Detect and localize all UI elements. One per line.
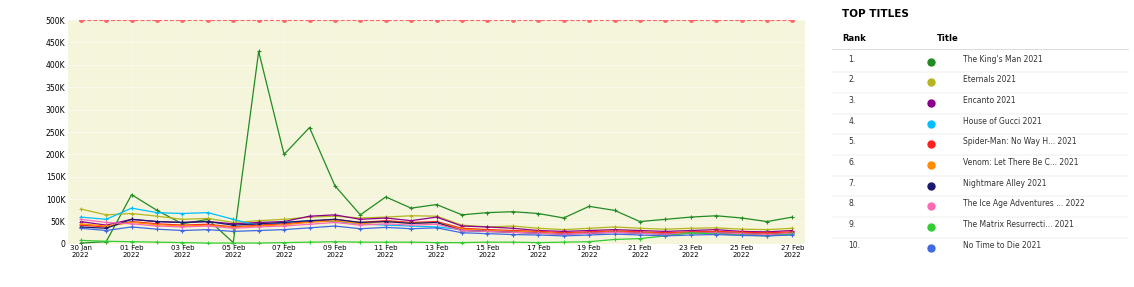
Text: 1.: 1. [848, 55, 855, 63]
Text: Nightmare Alley 2021: Nightmare Alley 2021 [963, 179, 1046, 187]
Text: 10.: 10. [848, 241, 861, 249]
Text: No Time to Die 2021: No Time to Die 2021 [963, 241, 1041, 249]
Text: Spider-Man: No Way H... 2021: Spider-Man: No Way H... 2021 [963, 137, 1076, 146]
Text: 4.: 4. [848, 117, 855, 125]
Text: 2.: 2. [848, 75, 855, 84]
Text: The Ice Age Adventures ... 2022: The Ice Age Adventures ... 2022 [963, 199, 1084, 208]
Text: Rank: Rank [841, 34, 865, 43]
Text: Encanto 2021: Encanto 2021 [963, 96, 1015, 105]
Text: Title: Title [937, 34, 959, 43]
Text: 3.: 3. [848, 96, 855, 105]
Text: TOP TITLES: TOP TITLES [841, 9, 908, 19]
Text: 6.: 6. [848, 158, 855, 167]
Text: 5.: 5. [848, 137, 855, 146]
Text: Venom: Let There Be C... 2021: Venom: Let There Be C... 2021 [963, 158, 1078, 167]
Text: 7.: 7. [848, 179, 855, 187]
Text: The Matrix Resurrecti... 2021: The Matrix Resurrecti... 2021 [963, 220, 1074, 229]
Text: The King's Man 2021: The King's Man 2021 [963, 55, 1042, 63]
Text: Eternals 2021: Eternals 2021 [963, 75, 1016, 84]
Text: House of Gucci 2021: House of Gucci 2021 [963, 117, 1041, 125]
Text: 8.: 8. [848, 199, 855, 208]
Text: 9.: 9. [848, 220, 855, 229]
